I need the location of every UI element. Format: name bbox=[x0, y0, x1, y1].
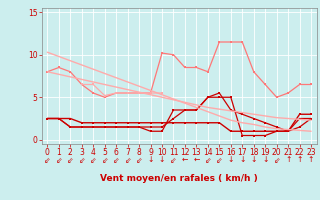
Text: ↓: ↓ bbox=[251, 155, 257, 164]
Text: ↓: ↓ bbox=[147, 155, 154, 164]
Text: ⇙: ⇙ bbox=[67, 155, 74, 164]
Text: ⇙: ⇙ bbox=[44, 155, 51, 164]
Text: ⇙: ⇙ bbox=[78, 155, 85, 164]
Text: ↑: ↑ bbox=[285, 155, 291, 164]
Text: ⇙: ⇙ bbox=[136, 155, 142, 164]
Text: ⇙: ⇙ bbox=[170, 155, 177, 164]
Text: ⇙: ⇙ bbox=[56, 155, 62, 164]
Text: ⇙: ⇙ bbox=[90, 155, 96, 164]
Text: ↓: ↓ bbox=[262, 155, 268, 164]
Text: Vent moyen/en rafales ( km/h ): Vent moyen/en rafales ( km/h ) bbox=[100, 174, 258, 183]
Text: ↓: ↓ bbox=[228, 155, 234, 164]
Text: ⇙: ⇙ bbox=[124, 155, 131, 164]
Text: ⇙: ⇙ bbox=[101, 155, 108, 164]
Text: ⇙: ⇙ bbox=[216, 155, 222, 164]
Text: ↓: ↓ bbox=[159, 155, 165, 164]
Text: ⇙: ⇙ bbox=[113, 155, 119, 164]
Text: ⇙: ⇙ bbox=[274, 155, 280, 164]
Text: ↑: ↑ bbox=[296, 155, 303, 164]
Text: ↑: ↑ bbox=[308, 155, 314, 164]
Text: ←: ← bbox=[193, 155, 200, 164]
Text: ↓: ↓ bbox=[239, 155, 245, 164]
Text: ←: ← bbox=[182, 155, 188, 164]
Text: ⇙: ⇙ bbox=[205, 155, 211, 164]
